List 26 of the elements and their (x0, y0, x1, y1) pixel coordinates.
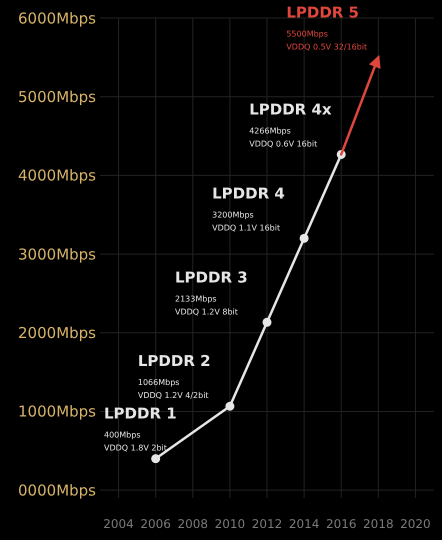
x-tick-label: 2008 (178, 517, 208, 531)
point (151, 454, 160, 464)
annotation: LPDDR 2 1066Mbps VDDQ 1.2V 4/2bit (138, 352, 211, 400)
annotation: LPDDR 5 5500Mbps VDDQ 0.5V 32/16bit (286, 3, 368, 52)
x-tick-label: 2012 (252, 517, 282, 531)
y-tick-label: 3000Mbps (18, 245, 96, 264)
annotation: LPDDR 1 400Mbps VDDQ 1.8V 2bit (104, 404, 177, 453)
x-tick-label: 2004 (103, 517, 134, 531)
x-tick-label: 2014 (288, 517, 320, 531)
point (225, 402, 234, 411)
x-tick-label: 2020 (400, 517, 431, 531)
x-tick-label: 2018 (363, 517, 394, 531)
annotation: LPDDR 4x 4266Mbps VDDQ 0.6V 16bit (249, 100, 332, 148)
y-tick-label: 6000Mbps (18, 9, 96, 28)
annotation: LPDDR 4 3200Mbps VDDQ 1.1V 16bit (212, 184, 285, 232)
x-tick-label: 2016 (326, 517, 356, 531)
x-tick-label: 2006 (140, 517, 171, 531)
y-tick-label: 0000Mbps (18, 481, 96, 500)
annotation: LPDDR 3 2133Mbps VDDQ 1.2V 8bit (175, 268, 248, 316)
point (262, 318, 272, 327)
y-tick-label: 1000Mbps (18, 402, 96, 421)
y-tick-label: 5000Mbps (18, 88, 96, 106)
x-tick-label: 2010 (214, 517, 246, 531)
y-tick-label: 4000Mbps (18, 166, 96, 185)
y-tick-label: 2000Mbps (18, 324, 96, 342)
point (300, 234, 309, 243)
